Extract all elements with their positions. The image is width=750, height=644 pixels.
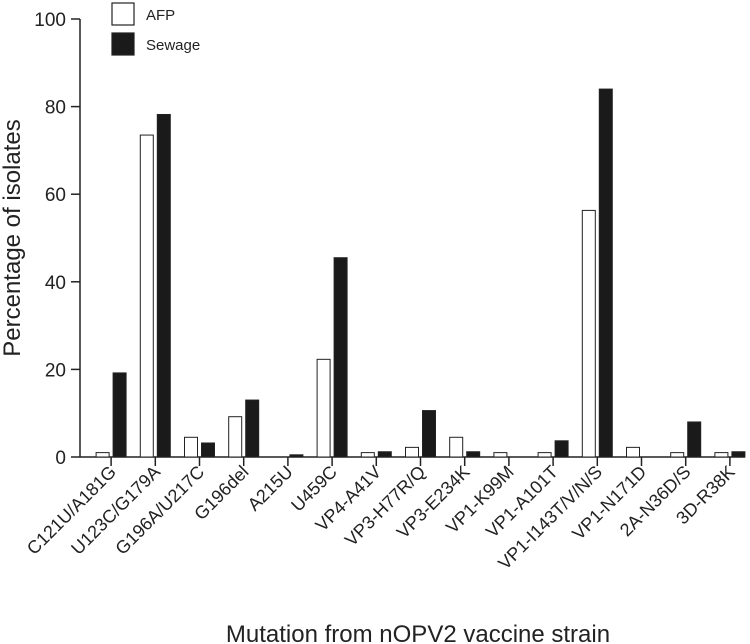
bar-sewage-6 [377,451,392,458]
legend-swatch-afp [111,2,135,26]
bar-sewage-13 [687,421,702,458]
bar-sewage-4 [289,454,304,458]
bar-sewage-3 [245,399,260,458]
bar-afp-6 [360,452,375,458]
bar-afp-7 [405,446,419,458]
legend-label-sewage: Sewage [146,37,200,54]
y-axis-title: Percentage of isolates [0,119,26,356]
bar-afp-10 [537,452,552,458]
bar-afp-0 [95,452,110,458]
y-tick-label: 60 [45,185,66,206]
bar-sewage-5 [333,257,348,458]
legend-swatch-sewage [111,32,135,56]
y-tick-label: 80 [45,98,66,119]
bar-sewage-1 [156,113,171,458]
bar-afp-5 [316,358,331,458]
x-tick-label: A215U [244,462,297,515]
legend: AFP Sewage [111,2,200,56]
y-tick-label: 40 [45,273,66,294]
legend-label-afp: AFP [146,7,175,24]
y-tick-label: 0 [55,448,66,469]
bar-sewage-7 [422,410,436,458]
bar-afp-11 [581,209,596,458]
bar-sewage-11 [598,88,613,458]
bar-afp-2 [184,436,198,458]
bar-afp-1 [139,134,154,458]
bar-sewage-14 [731,451,746,458]
bar-afp-3 [228,416,243,458]
bar-sewage-8 [466,451,481,458]
bar-afp-13 [670,452,685,458]
bar-sewage-0 [112,372,127,458]
bar-afp-12 [626,446,640,458]
bar-afp-9 [493,452,508,458]
bar-sewage-10 [554,440,569,458]
bar-afp-14 [714,452,729,458]
bar-afp-8 [449,436,464,458]
bars [95,88,746,458]
y-axis: 0 20 40 60 80 100 [34,10,81,469]
x-axis: C121U/A181GU123C/G179AG196A/U217CG196del… [23,456,745,573]
y-tick-label: 20 [45,360,66,381]
x-axis-title: Mutation from nOPV2 vaccine strain [226,621,610,644]
y-tick-label: 100 [34,10,66,31]
bar-sewage-2 [201,442,215,458]
